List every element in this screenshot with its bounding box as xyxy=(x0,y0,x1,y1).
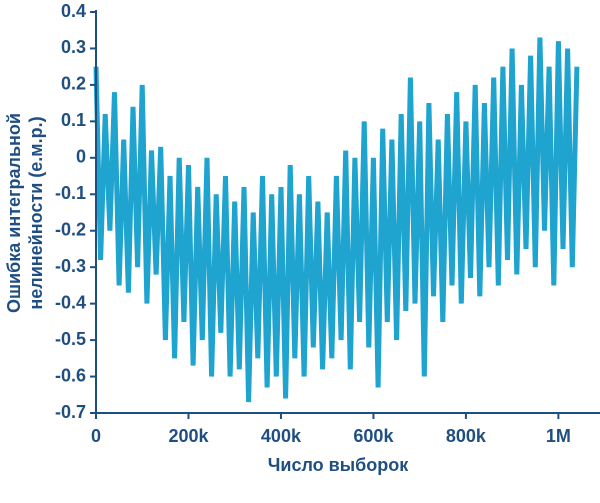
x-tick-label: 800k xyxy=(446,426,487,446)
y-tick-label: 0.2 xyxy=(61,74,86,94)
x-tick-label: 400k xyxy=(261,426,302,446)
x-axis-label: Число выборок xyxy=(268,455,409,475)
y-tick-label: -0.4 xyxy=(55,292,86,312)
y-axis-label: нелинейности (е.м.р.) xyxy=(26,116,46,309)
y-tick-label: -0.3 xyxy=(55,256,86,276)
y-tick-label: 0.3 xyxy=(61,37,86,57)
y-tick-label: -0.6 xyxy=(55,365,86,385)
x-tick-label: 1M xyxy=(546,426,571,446)
y-tick-label: -0.7 xyxy=(55,402,86,422)
y-tick-label: 0 xyxy=(76,147,86,167)
y-tick-label: 0.1 xyxy=(61,110,86,130)
y-tick-label: -0.5 xyxy=(55,329,86,349)
data-line xyxy=(93,37,580,403)
x-tick-label: 0 xyxy=(91,426,101,446)
x-tick-label: 600k xyxy=(353,426,394,446)
y-tick-label: 0.4 xyxy=(61,1,86,21)
y-axis-label: Ошибка интегральной xyxy=(4,113,24,313)
y-tick-label: -0.2 xyxy=(55,219,86,239)
x-tick-label: 200k xyxy=(168,426,209,446)
y-tick-label: -0.1 xyxy=(55,183,86,203)
